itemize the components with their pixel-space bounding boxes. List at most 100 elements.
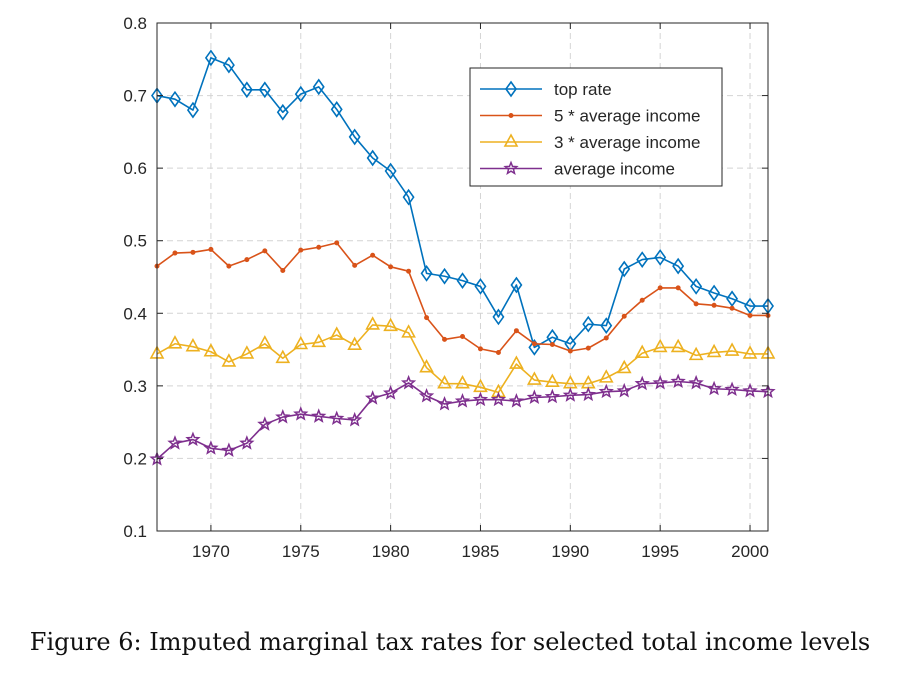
data-point — [185, 431, 201, 447]
data-point — [442, 336, 448, 342]
data-point — [275, 349, 291, 364]
data-point — [657, 285, 663, 291]
data-point — [257, 416, 273, 431]
legend-item: 3 * average income — [480, 133, 700, 152]
data-point — [383, 317, 398, 332]
data-point — [438, 267, 451, 285]
legend-item: 5 * average income — [480, 107, 700, 126]
data-point — [510, 276, 523, 294]
data-point — [334, 240, 340, 246]
data-point — [616, 359, 632, 374]
data-point — [437, 375, 452, 389]
data-point — [275, 409, 291, 424]
data-point — [203, 440, 219, 455]
legend-item: average income — [480, 160, 675, 179]
series-line — [156, 57, 768, 349]
data-point — [258, 81, 271, 99]
data-point — [401, 324, 416, 338]
legend: top rate 5 * average income 3 * average in… — [469, 67, 723, 187]
data-point — [742, 345, 758, 359]
data-point — [636, 251, 649, 268]
data-point — [492, 308, 505, 326]
x-tick-label: 1995 — [641, 542, 679, 561]
data-point — [582, 315, 595, 333]
data-point — [652, 338, 668, 353]
legend-marker — [508, 113, 514, 118]
x-tick-label: 1975 — [282, 542, 320, 561]
data-point — [365, 316, 380, 330]
data-point — [364, 390, 381, 405]
data-point — [654, 249, 667, 266]
series-5-average-income — [154, 240, 771, 355]
data-point — [221, 442, 237, 457]
data-point — [473, 378, 488, 393]
y-tick-label: 0.2 — [123, 449, 147, 468]
data-point — [208, 246, 214, 252]
data-point — [388, 264, 394, 270]
data-point — [690, 278, 703, 295]
data-point — [455, 375, 470, 389]
data-point — [495, 349, 501, 355]
data-point — [204, 49, 217, 67]
data-point — [544, 388, 561, 404]
data-point — [420, 264, 433, 282]
data-point — [382, 385, 399, 400]
data-point — [329, 410, 345, 426]
legend-label: average income — [554, 160, 675, 179]
data-point — [708, 284, 721, 302]
y-tick-label: 0.1 — [123, 522, 147, 541]
data-point — [527, 371, 542, 385]
legend-label: 3 * average income — [554, 133, 700, 152]
data-point — [424, 315, 430, 321]
data-point — [618, 260, 631, 278]
data-point — [406, 268, 412, 274]
data-point — [167, 335, 183, 349]
data-point — [293, 406, 309, 421]
data-point — [670, 373, 686, 389]
data-point — [472, 391, 489, 407]
data-point — [257, 335, 273, 349]
data-point — [221, 353, 237, 367]
data-point — [347, 411, 363, 427]
data-point — [311, 333, 327, 348]
data-point — [239, 345, 255, 359]
series-average-income — [149, 373, 776, 466]
legend-marker — [503, 133, 519, 147]
data-point — [418, 387, 435, 403]
data-point — [167, 435, 183, 450]
data-point — [203, 343, 219, 357]
y-tick-label: 0.8 — [123, 14, 147, 33]
data-point — [240, 81, 253, 99]
data-point — [688, 374, 704, 390]
data-point — [598, 369, 614, 383]
x-tick-label: 1990 — [551, 542, 589, 561]
series-3-average-income — [149, 316, 776, 398]
data-point — [400, 374, 417, 390]
data-point — [580, 386, 596, 402]
data-point — [747, 312, 753, 318]
data-point — [185, 337, 201, 352]
data-point — [675, 285, 681, 291]
data-point — [402, 188, 415, 206]
data-point — [711, 302, 717, 308]
data-point — [688, 346, 704, 361]
data-point — [616, 382, 632, 398]
data-point — [370, 252, 376, 258]
data-point — [280, 267, 286, 273]
legend-label: 5 * average income — [554, 107, 700, 126]
legend-item: top rate — [480, 80, 612, 99]
data-point — [294, 85, 307, 103]
data-point — [742, 382, 758, 398]
data-point — [293, 335, 309, 350]
data-point — [585, 345, 591, 351]
data-point — [724, 381, 740, 397]
data-point — [508, 393, 525, 408]
data-point — [190, 249, 196, 255]
data-point — [531, 341, 537, 347]
data-point — [419, 359, 434, 373]
legend-marker — [503, 160, 519, 176]
data-point — [639, 297, 645, 303]
data-point — [729, 305, 735, 311]
data-point — [509, 355, 524, 369]
